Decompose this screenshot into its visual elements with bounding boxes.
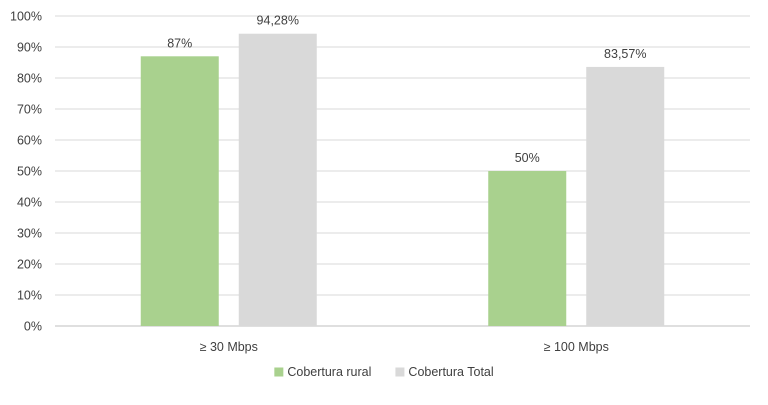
bar-data-label: 83,57%	[604, 47, 646, 61]
legend-item: Cobertura rural	[274, 365, 371, 379]
y-tick-label: 100%	[10, 10, 42, 24]
bar-data-label: 94,28%	[257, 14, 299, 28]
x-tick-label: ≥ 100 Mbps	[544, 340, 609, 354]
y-tick-label: 40%	[17, 196, 42, 210]
legend-label: Cobertura rural	[287, 365, 371, 379]
y-tick-label: 80%	[17, 72, 42, 86]
y-tick-label: 90%	[17, 41, 42, 55]
bars	[140, 33, 665, 327]
bar	[488, 171, 567, 326]
x-tick-label: ≥ 30 Mbps	[200, 340, 258, 354]
legend-label: Cobertura Total	[408, 365, 493, 379]
legend-swatch	[274, 367, 284, 377]
y-tick-label: 30%	[17, 227, 42, 241]
y-tick-label: 20%	[17, 258, 42, 272]
y-tick-label: 60%	[17, 134, 42, 148]
y-tick-label: 0%	[24, 320, 42, 334]
data-labels: 87% 94,28% 50% 83,57%	[167, 14, 646, 165]
bar-data-label: 87%	[167, 36, 192, 50]
y-axis-tick-labels: 0% 10% 20% 30% 40% 50% 60% 70% 80% 90% 100%	[10, 10, 42, 334]
legend-swatch	[395, 367, 405, 377]
legend-item: Cobertura Total	[395, 365, 494, 379]
y-tick-label: 10%	[17, 289, 42, 303]
y-tick-label: 70%	[17, 103, 42, 117]
legend: Cobertura rural Cobertura Total	[274, 365, 494, 379]
y-tick-label: 50%	[17, 165, 42, 179]
bar	[140, 56, 219, 327]
bar	[238, 33, 317, 327]
bar-data-label: 50%	[515, 151, 540, 165]
bar	[586, 66, 665, 327]
x-axis-tick-labels: ≥ 30 Mbps ≥ 100 Mbps	[200, 340, 609, 354]
